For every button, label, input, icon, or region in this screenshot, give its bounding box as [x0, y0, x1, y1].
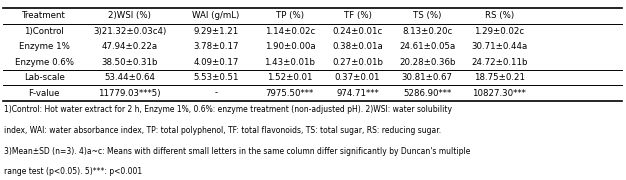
Text: range test (p<0.05). 5)***: p<0.001: range test (p<0.05). 5)***: p<0.001: [4, 167, 142, 176]
Text: 38.50±0.31b: 38.50±0.31b: [101, 58, 158, 67]
Text: 24.72±0.11b: 24.72±0.11b: [471, 58, 528, 67]
Text: 11779.03***5): 11779.03***5): [98, 89, 161, 98]
Text: 10827.30***: 10827.30***: [472, 89, 526, 98]
Text: 3)21.32±0.03c4): 3)21.32±0.03c4): [93, 27, 167, 36]
Text: RS (%): RS (%): [485, 11, 514, 20]
Text: -: -: [215, 89, 217, 98]
Text: 974.71***: 974.71***: [336, 89, 379, 98]
Text: 1)Control: 1)Control: [24, 27, 64, 36]
Text: 1.52±0.01: 1.52±0.01: [267, 73, 312, 82]
Text: 24.61±0.05a: 24.61±0.05a: [399, 42, 455, 51]
Text: Treatment: Treatment: [22, 11, 66, 20]
Text: 1.43±0.01b: 1.43±0.01b: [264, 58, 316, 67]
Text: 8.13±0.20c: 8.13±0.20c: [402, 27, 453, 36]
Text: TS (%): TS (%): [413, 11, 441, 20]
Text: Enzyme 0.6%: Enzyme 0.6%: [14, 58, 74, 67]
Text: 7975.50***: 7975.50***: [265, 89, 314, 98]
Text: 1.90±0.00a: 1.90±0.00a: [265, 42, 315, 51]
Text: index, WAI: water absorbance index, TP: total polyphenol, TF: total flavonoids, : index, WAI: water absorbance index, TP: …: [4, 126, 441, 135]
Text: 2)WSI (%): 2)WSI (%): [108, 11, 151, 20]
Text: 20.28±0.36b: 20.28±0.36b: [399, 58, 456, 67]
Text: 1.14±0.02c: 1.14±0.02c: [265, 27, 315, 36]
Text: 30.71±0.44a: 30.71±0.44a: [471, 42, 527, 51]
Text: 9.29±1.21: 9.29±1.21: [193, 27, 239, 36]
Text: 30.81±0.67: 30.81±0.67: [402, 73, 453, 82]
Text: 0.27±0.01b: 0.27±0.01b: [332, 58, 383, 67]
Text: 5.53±0.51: 5.53±0.51: [193, 73, 239, 82]
Text: TP (%): TP (%): [276, 11, 304, 20]
Text: 53.44±0.64: 53.44±0.64: [104, 73, 155, 82]
Text: 1)Control: Hot water extract for 2 h, Enzyme 1%, 0.6%: enzyme treatment (non-adj: 1)Control: Hot water extract for 2 h, En…: [4, 105, 452, 114]
Text: 47.94±0.22a: 47.94±0.22a: [101, 42, 158, 51]
Text: 0.37±0.01: 0.37±0.01: [335, 73, 380, 82]
Text: 0.38±0.01a: 0.38±0.01a: [332, 42, 383, 51]
Text: 3.78±0.17: 3.78±0.17: [193, 42, 239, 51]
Text: 4.09±0.17: 4.09±0.17: [193, 58, 239, 67]
Text: F-value: F-value: [28, 89, 60, 98]
Text: 0.24±0.01c: 0.24±0.01c: [332, 27, 382, 36]
Text: 1.29±0.02c: 1.29±0.02c: [474, 27, 525, 36]
Text: 3)Mean±SD (n=3). 4)a~c: Means with different small letters in the same column di: 3)Mean±SD (n=3). 4)a~c: Means with diffe…: [4, 147, 470, 156]
Text: TF (%): TF (%): [344, 11, 371, 20]
Text: WAI (g/mL): WAI (g/mL): [192, 11, 240, 20]
Text: 18.75±0.21: 18.75±0.21: [474, 73, 525, 82]
Text: 5286.90***: 5286.90***: [403, 89, 451, 98]
Text: Lab-scale: Lab-scale: [24, 73, 64, 82]
Text: Enzyme 1%: Enzyme 1%: [19, 42, 69, 51]
